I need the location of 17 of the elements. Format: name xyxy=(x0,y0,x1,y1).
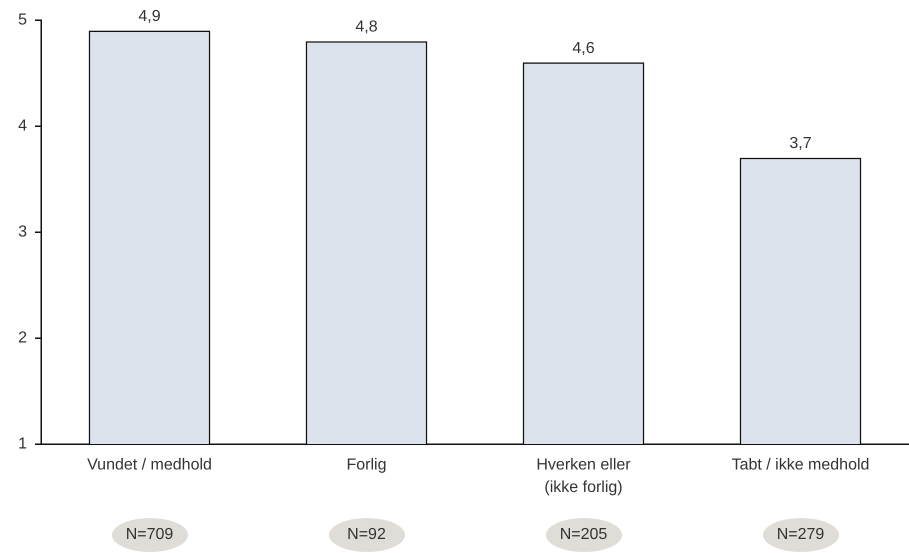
data-label: 4,8 xyxy=(355,18,378,36)
y-tick-label: 4 xyxy=(18,117,28,134)
x-tick-label: Forlig xyxy=(346,456,387,474)
text: N=205 xyxy=(558,526,608,544)
y-tick-label: 1 xyxy=(18,435,28,452)
data-label: 4,9 xyxy=(138,8,161,26)
y-tick-label: 2 xyxy=(18,329,28,346)
text: N=92 xyxy=(346,526,387,544)
text: N=709 xyxy=(124,526,174,544)
y-tick-label: 3 xyxy=(18,223,28,240)
x-tick-label: Hverken eller (ikke forlig) xyxy=(536,456,632,496)
y-tick-label: 5 xyxy=(18,11,28,28)
data-label: 3,7 xyxy=(789,135,812,152)
text: N=279 xyxy=(776,526,826,544)
data-label: 4,6 xyxy=(572,40,595,57)
x-tick-label: Tabt / ikke medhold xyxy=(732,456,870,474)
x-tick-label: Vundet / medhold xyxy=(87,456,212,474)
